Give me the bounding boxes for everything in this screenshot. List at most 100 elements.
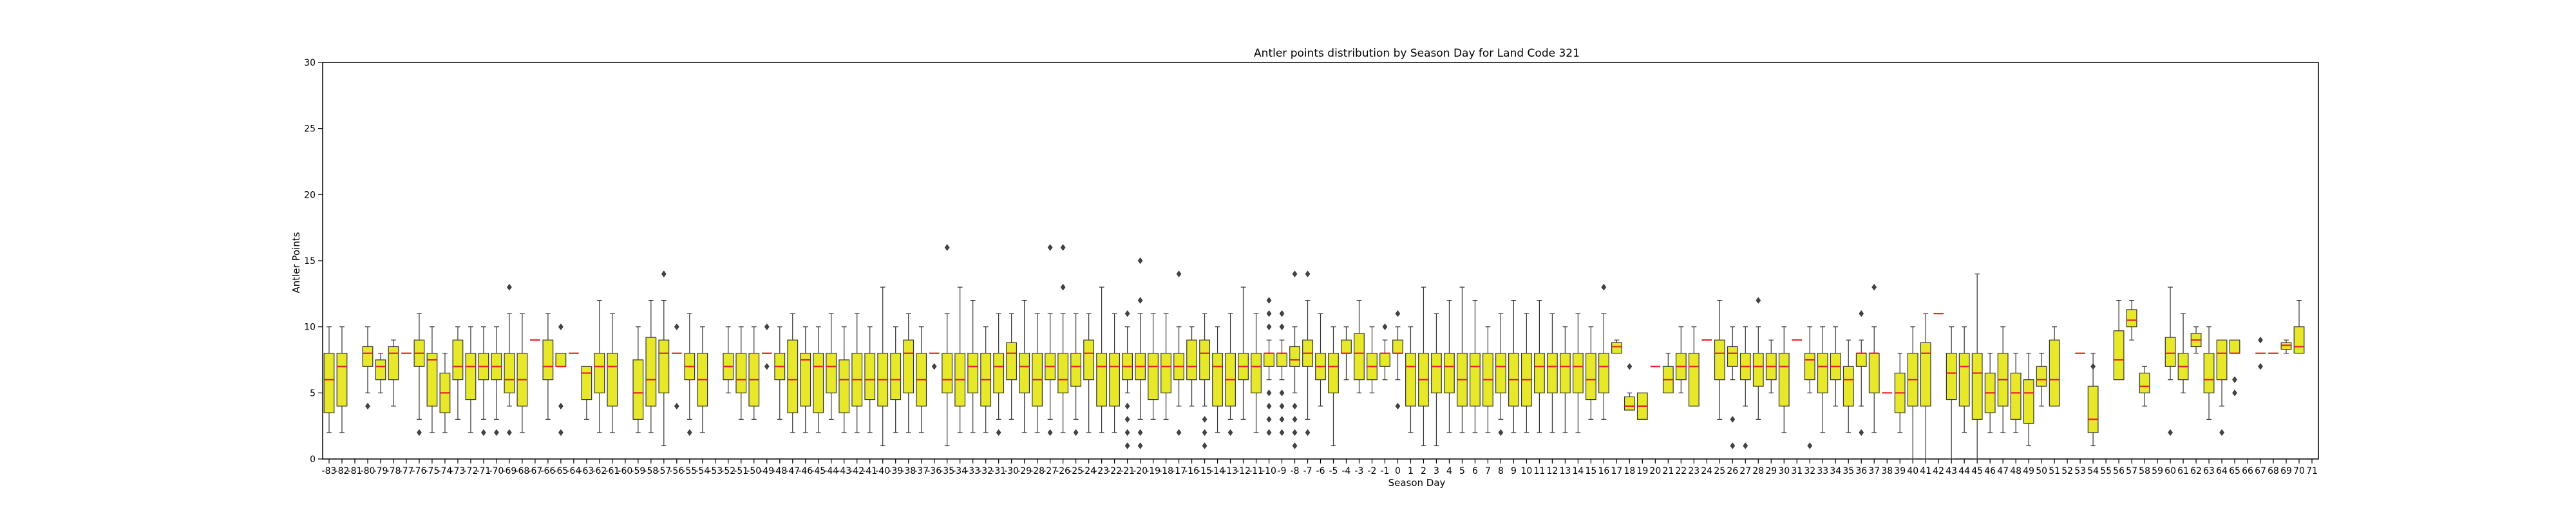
x-tick-label: -72 [463,466,478,476]
box-body [1559,353,1571,393]
outlier-point [1859,310,1864,317]
box-body [903,339,914,393]
outlier-point [1382,323,1388,330]
outlier-point [1279,429,1285,436]
x-tick-label: -64 [566,466,581,476]
outlier-point [1292,416,1298,423]
box-body [1251,353,1262,393]
outlier-point [1227,429,1233,436]
outlier-point [2219,429,2224,436]
x-tick-label: 46 [1984,466,1996,476]
x-tick-label: 60 [2164,466,2176,476]
x-tick-label: 21 [1662,466,1674,476]
box-body [2229,339,2240,354]
outlier-point [1266,323,1272,330]
x-tick-label: 44 [1958,466,1970,476]
chart-title: Antler points distribution by Season Day… [1254,47,1580,60]
x-tick-label: 58 [2139,466,2150,476]
box-body [2036,366,2047,387]
outlier-point [1137,429,1143,436]
x-tick-label: 48 [2010,466,2022,476]
x-tick-label: -65 [553,466,568,476]
x-tick-label: 71 [2306,466,2318,476]
x-tick-label: 6 [1472,466,1478,476]
x-tick-label: -19 [1146,466,1160,476]
x-axis-label: Season Day [1388,477,1446,489]
outlier-point [661,270,667,277]
box-body [336,353,348,407]
box-body [452,339,464,380]
x-tick-label: 16 [1598,466,1609,476]
outlier-point [1202,442,1208,449]
x-tick-label: 13 [1559,466,1571,476]
x-tick-label: -51 [734,466,748,476]
x-tick-label: -34 [952,466,967,476]
box-body [1405,353,1416,407]
x-tick-label: 37 [1868,466,1880,476]
box-body [1148,353,1159,400]
box-body [1341,339,1352,354]
box-body [800,353,811,407]
box-body [1019,353,1030,393]
x-tick-label: 4 [1446,466,1452,476]
x-tick-label: -32 [978,466,993,476]
box-body [1624,396,1635,411]
outlier-point [1266,310,1272,317]
x-tick-label: -6 [1316,466,1325,476]
x-tick-label: 15 [1585,466,1596,476]
x-tick-label: -58 [643,466,658,476]
outlier-point [507,429,512,436]
box-body [1431,353,1442,393]
box-body [504,353,515,393]
box-body [375,359,386,380]
y-tick-label: 30 [304,58,316,68]
outlier-point [1305,270,1311,277]
box-body [993,353,1005,393]
box-body [1971,353,1983,420]
box-body [1611,342,1622,354]
x-tick-label: -16 [1184,466,1199,476]
outlier-point [944,244,950,251]
x-tick-label: -54 [695,466,710,476]
x-tick-label: 29 [1765,466,1777,476]
x-tick-label: -47 [785,466,800,476]
box-body [581,366,592,400]
outlier-point [1202,416,1208,423]
y-tick-label: 5 [310,388,316,398]
box-body [542,339,554,380]
outlier-point [1124,402,1130,410]
outlier-point [1279,310,1285,317]
x-tick-label: 54 [2087,466,2099,476]
outlier-point [1305,429,1311,436]
x-tick-label: -28 [1030,466,1045,476]
x-tick-label: -27 [1043,466,1057,476]
outlier-point [417,429,422,436]
x-tick-label: 41 [1920,466,1931,476]
box-body [1379,353,1390,367]
x-tick-label: 43 [1946,466,1957,476]
outlier-point [1279,323,1285,330]
box-body [1714,339,1725,380]
box-body [607,353,618,407]
box-body [645,337,657,407]
box-body [1392,339,1403,354]
x-tick-label: -79 [374,466,388,476]
x-tick-label: 68 [2268,466,2279,476]
x-tick-label: -36 [927,466,942,476]
x-tick-label: -42 [849,466,864,476]
outlier-point [1124,442,1130,449]
outlier-point [481,429,486,436]
box-body [1546,353,1558,393]
outlier-point [764,323,770,330]
x-tick-label: 57 [2126,466,2137,476]
box-body [1212,353,1223,407]
x-tick-label: 9 [1511,466,1517,476]
x-tick-label: -71 [476,466,491,476]
x-tick-label: 70 [2293,466,2305,476]
x-tick-label: -35 [940,466,954,476]
x-tick-label: -76 [412,466,427,476]
outlier-point [1047,244,1053,251]
box-body [362,346,374,367]
x-tick-label: 25 [1714,466,1725,476]
x-tick-label: -60 [618,466,632,476]
